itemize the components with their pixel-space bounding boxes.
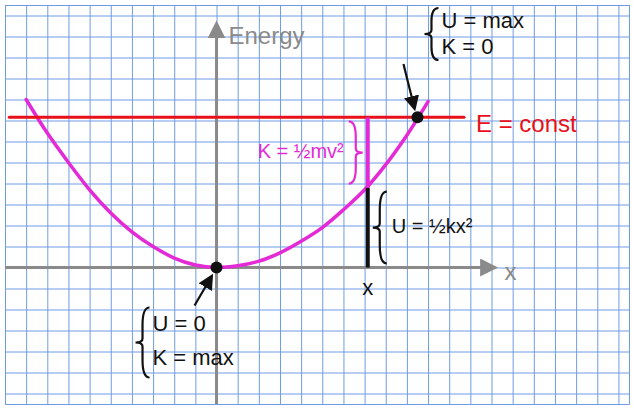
grid-line — [5, 205, 629, 206]
tick — [5, 58, 629, 59]
x-axis-title: x — [505, 258, 517, 285]
pointer-arrow — [403, 64, 414, 108]
axis-line — [6, 5, 630, 405]
brace — [424, 8, 438, 60]
axis-line — [6, 6, 630, 405]
y-axis-title: Energy — [229, 22, 305, 49]
tick — [5, 37, 629, 38]
tick — [5, 268, 629, 269]
grid-line — [5, 268, 629, 269]
tick — [5, 205, 629, 206]
position-label: x — [362, 275, 373, 300]
tick — [5, 163, 629, 164]
tick — [5, 352, 629, 353]
brace — [136, 308, 150, 378]
grid-line — [5, 37, 629, 38]
tick — [5, 184, 629, 185]
y-axis — [5, 6, 629, 405]
tick — [5, 373, 629, 374]
tick — [5, 310, 629, 311]
turning-point — [411, 111, 423, 123]
grid-line — [5, 79, 629, 80]
kinetic-bar — [366, 117, 370, 187]
tick — [5, 79, 629, 80]
tick — [5, 247, 629, 248]
grid-line — [5, 58, 629, 59]
energy-line — [9, 116, 464, 119]
energy-label: E = const — [476, 110, 577, 137]
grid-line — [5, 226, 629, 227]
grid-line — [5, 373, 629, 374]
tick — [5, 331, 629, 332]
brace — [349, 121, 363, 183]
turning-label: U = max — [441, 8, 524, 33]
potential-label: U = ½kx² — [392, 215, 473, 237]
chart: Energy x E = const U = maxK = 0 U = 0 K = max… — [0, 0, 634, 409]
equilibrium-point — [211, 262, 223, 274]
tick — [5, 100, 629, 101]
grid-line — [5, 163, 629, 164]
grid-line — [5, 289, 629, 290]
tick — [5, 16, 629, 17]
tick — [5, 394, 629, 395]
plot-area — [9, 100, 464, 274]
kinetic-label: K = ½mv² — [258, 140, 344, 162]
grid-line — [5, 394, 629, 395]
brace — [373, 192, 387, 264]
tick — [5, 289, 629, 290]
x-axis-arrow — [5, 266, 495, 269]
equilibrium-label: U = 0 — [153, 311, 206, 336]
potential-curve — [26, 100, 428, 268]
x-axis — [6, 5, 630, 405]
equilibrium-label: K = max — [153, 345, 234, 370]
grid-line — [5, 331, 629, 332]
grid-line — [217, 5, 218, 404]
grid-line — [5, 184, 629, 185]
grid-line — [5, 100, 629, 101]
turning-label: K = 0 — [441, 34, 493, 59]
grid-line — [5, 352, 629, 353]
tick — [217, 5, 218, 404]
tick — [5, 226, 629, 227]
potential-bar — [366, 188, 370, 268]
grid-line — [5, 16, 629, 17]
annotations: Energy x E = const U = maxK = 0 U = 0 K = max… — [136, 8, 578, 378]
grid-line — [5, 247, 629, 248]
grid-line — [5, 310, 629, 311]
pointer-arrow — [195, 277, 212, 306]
